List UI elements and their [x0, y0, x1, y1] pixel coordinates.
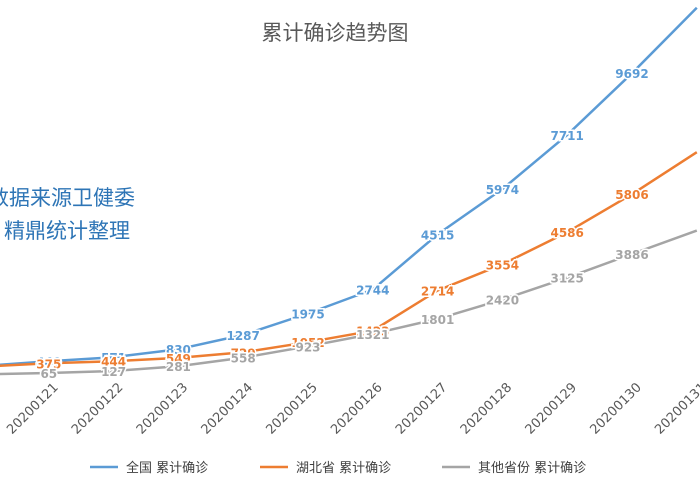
data-label: 3554 — [486, 258, 519, 272]
data-label: 549 — [166, 352, 191, 366]
data-label: 1287 — [226, 329, 259, 343]
x-tick-label: 20200124 — [199, 380, 256, 437]
chart-title: 累计确诊趋势图 — [262, 21, 409, 45]
data-label: 2714 — [421, 285, 454, 299]
x-tick-label: 20200130 — [587, 380, 644, 437]
data-label: 2420 — [486, 294, 519, 308]
data-label: 5974 — [486, 183, 519, 197]
source-note-line-2: 精鼎统计整理 — [4, 219, 130, 243]
x-tick-labels: 2020012020200121202001222020012320200124… — [4, 380, 700, 437]
data-label: 3125 — [550, 272, 583, 286]
data-label: 9692 — [615, 67, 648, 81]
data-label: 1321 — [356, 328, 389, 342]
data-label: 1801 — [421, 313, 454, 327]
series-line-2 — [0, 229, 698, 376]
x-tick-label: 20200129 — [523, 380, 580, 437]
legend-item-0: 全国 累计确诊 — [90, 460, 208, 476]
data-label: 4515 — [421, 228, 454, 242]
legend-label: 湖北省 累计确诊 — [296, 461, 391, 476]
data-label: 1052 — [291, 336, 324, 350]
x-tick-label: 20200131 — [652, 380, 700, 437]
data-label: 571 — [101, 351, 126, 365]
legend-item-1: 湖北省 累计确诊 — [260, 461, 391, 476]
data-label: 830 — [166, 343, 191, 357]
data-label: 729 — [231, 346, 256, 360]
data-label: 7711 — [550, 129, 583, 143]
legend-item-2: 其他省份 累计确诊 — [442, 461, 586, 476]
data-label: 65 — [40, 367, 57, 381]
data-label: 281 — [166, 360, 191, 374]
x-tick-label: 20200127 — [393, 380, 450, 437]
x-tick-label: 20200126 — [328, 380, 385, 437]
x-tick-label: 20200125 — [263, 380, 320, 437]
legend-label: 全国 累计确诊 — [126, 460, 208, 476]
data-label: 440 — [36, 355, 61, 369]
data-label: 3886 — [615, 248, 648, 262]
chart-legend: 全国 累计确诊 湖北省 累计确诊 其他省份 累计确诊 — [90, 460, 586, 476]
data-label: 923 — [295, 340, 320, 354]
data-label: 127 — [101, 365, 126, 379]
x-tick-label: 20200121 — [4, 380, 61, 437]
legend-label: 其他省份 累计确诊 — [478, 461, 586, 476]
series-line-0 — [0, 6, 698, 367]
data-labels: 2914405718301287197527444515597477119692… — [35, 66, 650, 383]
source-note-line-1: 数据来源卫健委 — [0, 186, 135, 210]
series-line-1 — [0, 151, 698, 368]
x-tick-label: 20200128 — [458, 380, 515, 437]
data-label: 375 — [36, 357, 61, 371]
data-label: 558 — [231, 352, 256, 366]
data-label: 1975 — [291, 308, 324, 322]
x-tick-label: 20200122 — [69, 380, 126, 437]
data-label: 444 — [101, 355, 126, 369]
data-label: 4586 — [550, 226, 583, 240]
x-tick-label: 20200123 — [134, 380, 191, 437]
data-label: 5806 — [615, 188, 648, 202]
data-label: 2744 — [356, 284, 389, 298]
series-lines — [0, 6, 698, 376]
data-label: 1423 — [356, 325, 389, 339]
